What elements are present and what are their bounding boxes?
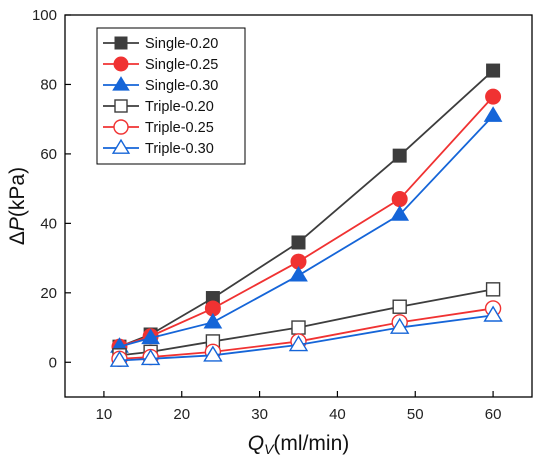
legend-entry: Triple-0.25 (103, 119, 214, 136)
data-point (483, 106, 503, 122)
x-tick-label: 60 (485, 406, 502, 423)
y-axis-title-main: P (6, 217, 29, 231)
legend-label: Single-0.20 (145, 36, 218, 52)
series-Single-0.30 (110, 106, 503, 353)
series-line (119, 307, 494, 360)
y-axis-title-prefix: Δ (6, 231, 29, 245)
legend-entry: Single-0.25 (103, 56, 218, 73)
axis-ticks: 10 20 30 40 50 60 0 20 40 60 80 100 (32, 7, 501, 423)
x-tick-label: 40 (329, 406, 346, 423)
data-point (291, 320, 306, 335)
data-point (483, 305, 503, 322)
x-tick-label: 30 (251, 406, 268, 423)
data-point (291, 235, 306, 250)
data-point (140, 348, 161, 366)
data-point (288, 335, 309, 352)
data-point (389, 317, 410, 334)
legend-marker (114, 99, 128, 113)
legend-label: Triple-0.25 (145, 120, 214, 136)
x-axis-title-sub: V (264, 441, 275, 457)
x-tick-label: 20 (173, 406, 190, 423)
data-point (485, 282, 501, 297)
y-axis-title-unit: (kPa) (6, 167, 29, 217)
data-point (392, 299, 407, 314)
data-point (390, 205, 410, 221)
y-axis-title: ΔP(kPa) (6, 167, 29, 245)
legend: Single-0.20 Single-0.25 Single-0.30 Triple-… (96, 27, 246, 165)
y-tick-label: 40 (40, 215, 57, 232)
legend-entry: Triple-0.30 (103, 138, 214, 157)
x-tick-label: 50 (407, 406, 424, 423)
legend-label: Triple-0.20 (145, 99, 214, 115)
data-point (391, 191, 408, 208)
series-line (119, 314, 494, 362)
x-axis-title-main: Q (248, 432, 264, 455)
x-axis-title: QV(ml/min) (248, 432, 350, 457)
series-Triple-0.30 (109, 305, 503, 367)
data-point (141, 328, 160, 345)
y-tick-label: 60 (40, 146, 57, 163)
legend-entry: Single-0.30 (103, 76, 218, 94)
legend-marker (112, 76, 130, 91)
y-tick-label: 80 (40, 76, 57, 93)
legend-marker (113, 56, 129, 72)
legend-entry: Single-0.20 (103, 36, 218, 52)
legend-marker (114, 36, 128, 50)
series-layer (109, 63, 503, 367)
y-tick-label: 100 (32, 7, 57, 24)
y-tick-label: 0 (49, 354, 57, 371)
legend-entry: Triple-0.20 (103, 99, 214, 115)
plot-frame (64, 14, 533, 398)
legend-label: Triple-0.30 (145, 141, 214, 157)
legend-marker (111, 138, 131, 154)
data-point (485, 88, 502, 105)
data-point (486, 63, 501, 78)
data-point (203, 345, 223, 362)
legend-marker (113, 119, 129, 135)
x-axis-title-unit: (ml/min) (273, 432, 349, 455)
legend-label: Single-0.30 (145, 78, 218, 94)
data-point (289, 266, 308, 282)
data-point (392, 148, 407, 163)
y-tick-label: 20 (40, 285, 57, 302)
data-point (109, 350, 130, 367)
x-tick-label: 10 (96, 406, 113, 423)
data-point (203, 312, 223, 329)
legend-label: Single-0.25 (145, 57, 218, 73)
